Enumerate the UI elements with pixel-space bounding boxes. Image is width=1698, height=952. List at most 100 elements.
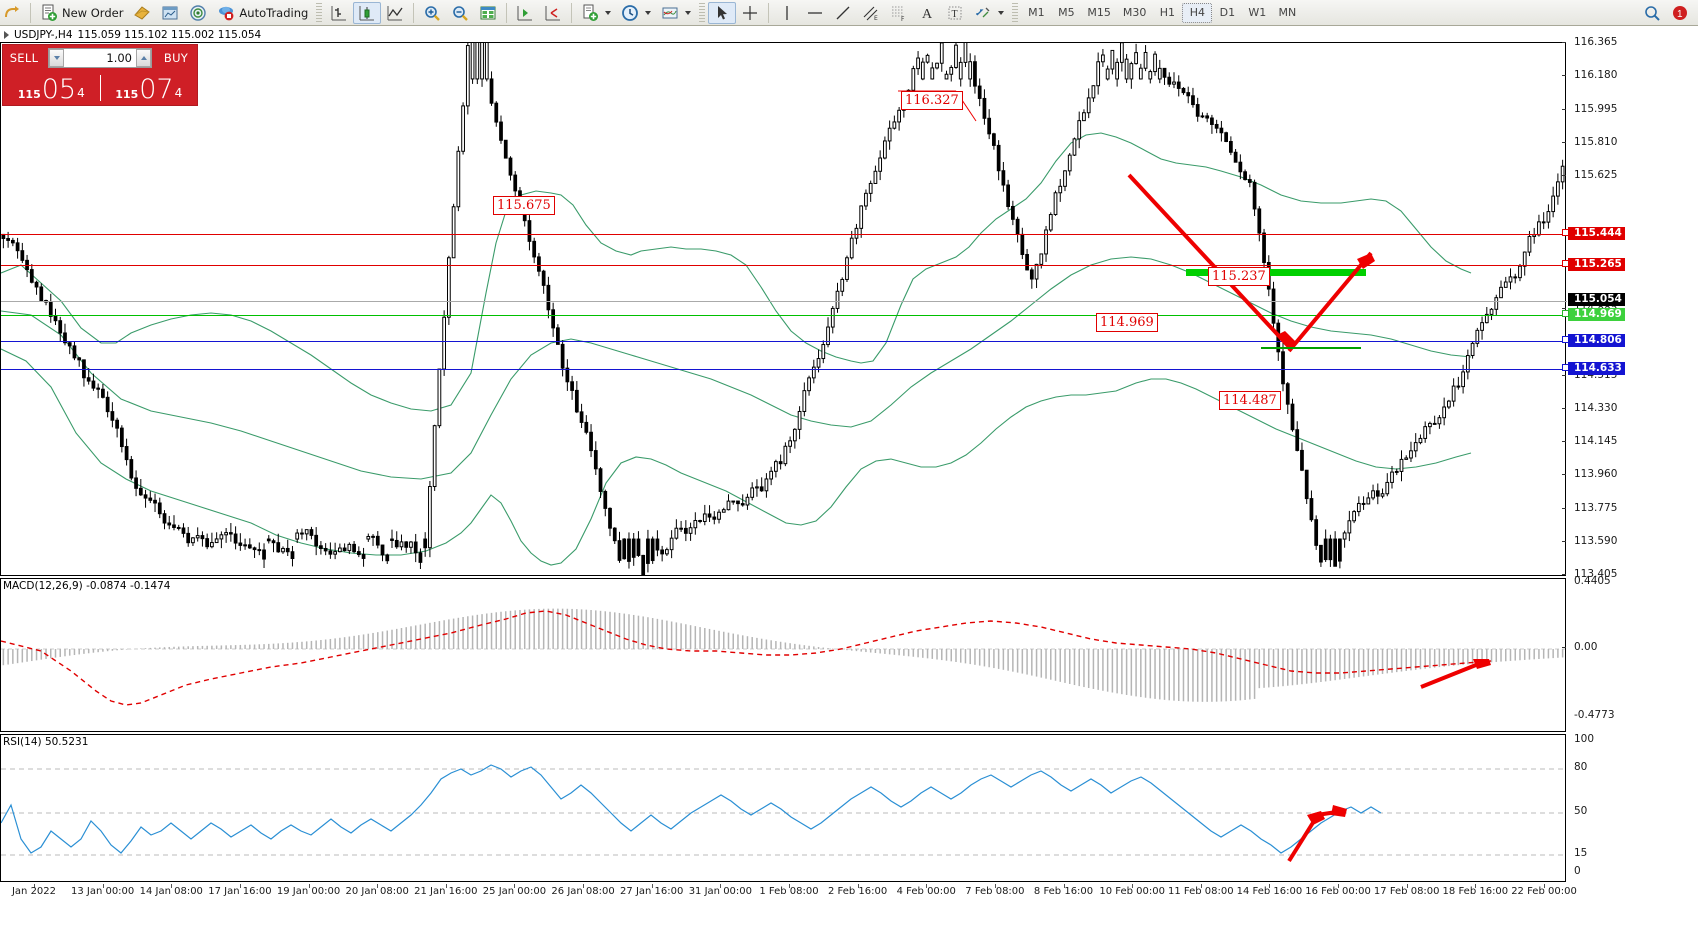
annotation-116.327[interactable]: 116.327 [901,91,963,110]
line-chart-button[interactable] [381,2,409,24]
text-label-tool-button[interactable]: T [941,2,969,24]
chevron-down-icon[interactable] [685,10,692,15]
chevron-down-icon[interactable] [645,10,652,15]
toolbar-separator [506,2,508,23]
volume-increment-button[interactable] [136,49,151,67]
timeframe-m5-button[interactable]: M5 [1058,6,1075,19]
crosshair-icon [743,5,758,20]
rsi-pane[interactable]: RSI(14) 50.5231 [0,734,1566,882]
volume-value[interactable]: 1.00 [106,51,132,65]
chart-shift-button[interactable] [511,2,539,24]
volume-decrement-button[interactable] [49,49,64,67]
timeframe-d1-button[interactable]: D1 [1219,6,1236,19]
bar-chart-button[interactable] [325,2,353,24]
autoscroll-icon [545,5,561,20]
sell-price-button[interactable]: 115 05 4 [3,71,100,105]
crosshair-tool-button[interactable] [736,2,764,24]
chevron-down-icon[interactable] [605,10,612,15]
annotation-114.969[interactable]: 114.969 [1096,313,1158,332]
cursor-arrow-icon [718,5,728,19]
navigator-button[interactable] [184,2,212,24]
macd-axis[interactable]: 0.4405 0.00 -0.4773 [1562,575,1698,732]
vertical-line-tool-button[interactable] [773,2,801,24]
timeframe-h4-button[interactable]: H4 [1182,2,1213,23]
price-tag-114.633[interactable]: 114.633 [1562,362,1625,375]
chevron-down-icon[interactable] [998,10,1005,15]
timeframe-h1-button[interactable]: H1 [1159,6,1175,19]
equidistant-channel-button[interactable]: E [857,2,885,24]
time-tick-label: 2 Feb 16:00 [828,886,888,897]
chart-symbol-text: USDJPY-,H4 [14,28,73,41]
buy-price-prefix: 115 [115,88,139,101]
annotation-115.675[interactable]: 115.675 [493,196,555,215]
svg-text:E: E [874,15,878,22]
macd-pane[interactable]: MACD(12,26,9) -0.0874 -0.1474 [0,578,1566,732]
annotation-114.487[interactable]: 114.487 [1219,391,1281,410]
rsi-tick: 100 [1574,733,1595,745]
price-pane[interactable]: 116.327 115.675 115.237 114.969 114.487 [0,42,1567,576]
new-chart-button[interactable] [576,2,616,24]
price-tag-115.265[interactable]: 115.265 [1562,258,1625,271]
zoom-in-button[interactable] [418,2,446,24]
autotrading-button[interactable]: AutoTrading [212,2,313,24]
chart-ohlc-text: 115.059 115.102 115.002 115.054 [77,28,262,41]
templates-button[interactable] [656,2,696,24]
new-order-button[interactable]: New Order [35,2,128,24]
zoom-out-button[interactable] [446,2,474,24]
horizontal-line-tool-button[interactable] [801,2,829,24]
toolbar-grip[interactable] [1012,2,1019,23]
timeframe-w1-button[interactable]: W1 [1248,6,1267,19]
price-tag-114.969[interactable]: 114.969 [1562,308,1625,321]
resistance-line-115.444[interactable] [1,234,1567,235]
timeframe-mn-button[interactable]: MN [1278,6,1297,19]
resistance-line-115.265[interactable] [1,265,1567,266]
price-tag-115.054[interactable]: 115.054 [1568,293,1625,306]
data-window-button[interactable] [474,2,502,24]
price-tag-114.806[interactable]: 114.806 [1562,334,1625,347]
time-tick-mark [1200,884,1202,888]
volume-stepper[interactable]: 1.00 [48,48,152,68]
toolbar-grip[interactable] [316,2,323,23]
arrows-tool-button[interactable] [969,2,1009,24]
time-tick-mark [1132,884,1134,888]
timeframe-m15-button[interactable]: M15 [1087,6,1111,19]
main-toolbar: New Order AutoTrading [0,0,1698,26]
annotation-115.237[interactable]: 115.237 [1208,267,1270,286]
notifications-button[interactable]: 1 [1666,2,1694,24]
chart-shift-icon [517,5,533,20]
terminal-button[interactable] [156,2,184,24]
support-line-114.969[interactable] [1,315,1567,316]
text-tool-button[interactable]: A [913,2,941,24]
period-button[interactable] [616,2,656,24]
time-axis[interactable]: Jan 2022 13 Jan 00:00 14 Jan 08:00 17 Jan 1… [0,884,1577,902]
time-tick-label: 18 Feb 16:00 [1442,886,1509,897]
metaeditor-button[interactable] [128,2,156,24]
rsi-tick: 0 [1574,865,1581,877]
current-price-line [1,301,1567,302]
support-line-114.806[interactable] [1,341,1567,342]
rsi-tick: 80 [1574,761,1588,773]
chart-autoscroll-button[interactable] [539,2,567,24]
expand-triangle-icon[interactable] [4,30,9,39]
cursor-tool-button[interactable] [708,1,737,24]
toolbar-grip[interactable] [699,2,706,23]
buy-price-button[interactable]: 115 07 4 [101,71,198,105]
zoom-out-icon [453,5,469,21]
fibonacci-tool-button[interactable]: F [885,2,913,24]
one-click-trade-panel[interactable]: SELL 1.00 BUY 115 05 4 115 07 4 [2,44,198,106]
buy-label[interactable]: BUY [163,51,189,65]
time-tick-mark [651,884,653,888]
time-tick-mark [377,884,379,888]
trendline-tool-button[interactable] [829,2,857,24]
timeframe-m1-button[interactable]: M1 [1028,6,1045,19]
search-button[interactable] [1638,2,1666,24]
back-arrow-button[interactable] [0,2,26,24]
price-axis[interactable]: 116.365 116.180 115.995 115.810 115.625 114.8… [1562,36,1698,580]
rsi-axis[interactable]: 100 80 50 15 0 [1567,733,1698,882]
curved-arrow-icon [5,5,19,17]
price-tag-115.444[interactable]: 115.444 [1562,227,1625,240]
timeframe-m30-button[interactable]: M30 [1122,6,1147,19]
candlestick-chart-button[interactable] [353,1,382,24]
support-line-114.633[interactable] [1,369,1567,370]
sell-label[interactable]: SELL [9,51,39,65]
